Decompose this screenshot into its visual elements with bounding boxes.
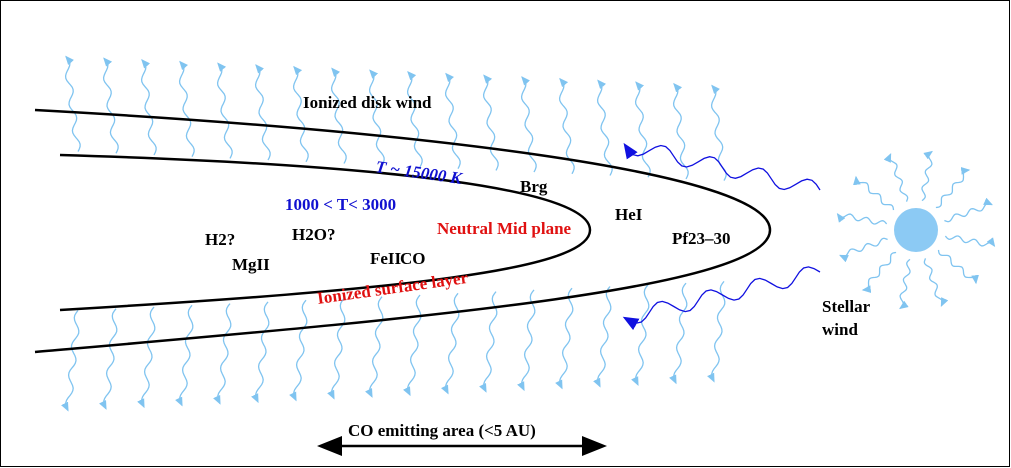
wind-arrow [944,197,993,223]
wind-arrow [836,213,888,225]
wind-arrow [178,60,195,157]
label: Neutral Mid plane [437,219,572,238]
wind-arrow [596,79,613,176]
label: CO [400,249,426,268]
label: FeII [370,249,402,268]
wind-arrow [710,84,727,181]
wind-arrow [861,251,897,293]
wind-arrow [140,59,157,156]
wind-arrow [368,69,385,166]
wind-arrow [406,71,423,168]
wind-arrow [593,286,612,388]
wind-arrow [137,306,156,409]
wind-arrow [365,296,384,398]
label: Brg [520,177,548,196]
wind-arrow [330,67,347,164]
wind-arrow [61,310,80,412]
label: H2? [205,230,235,249]
wind-arrow [441,292,460,395]
wind-arrow [251,301,270,404]
wind-arrow [216,62,233,159]
wind-arrow [517,289,536,392]
label: HeI [615,205,643,224]
wind-arrow [292,65,309,163]
label: CO emitting area (<5 AU) [348,421,536,440]
wind-arrow [921,150,933,202]
wind-arrow [175,304,194,407]
wind-arrow [923,258,949,307]
wind-arrow [555,287,574,390]
wind-arrow [403,294,422,397]
label: Ionized surface layer [316,268,470,308]
wind-arrow [558,77,575,175]
wind-arrow [839,237,888,263]
label: wind [822,320,858,339]
label: MgII [232,255,270,274]
wind-arrow [944,235,996,247]
label: T ~ 15000 K [374,157,464,188]
wind-arrow [289,299,308,402]
mid-plane-boundary [59,153,592,312]
label: H2O? [292,225,335,244]
wind-arrow [899,258,911,310]
wind-arrow [935,167,971,209]
wind-arrow [213,303,232,405]
wind-arrow [631,284,650,386]
disk-surface [34,108,772,354]
wind-arrow [623,142,821,191]
wind-arrow [622,266,821,331]
wind-arrow [102,57,119,154]
wind-arrow [634,81,651,178]
wind-arrow [853,175,895,211]
wind-arrow [99,308,118,410]
label: Stellar [822,297,871,316]
wind-arrow [254,64,271,161]
wind-arrow [520,76,537,173]
wind-arrow [672,82,689,180]
wind-arrow [327,298,346,400]
wind-arrow [64,55,81,152]
wind-arrow [482,74,499,171]
wind-arrow [444,72,461,169]
wind-arrow [669,282,688,385]
star [894,208,938,252]
wind-arrow [707,280,726,383]
wind-arrow [937,249,979,285]
wind-arrow [883,153,909,202]
label: Ionized disk wind [303,93,432,112]
label: 1000 < T< 3000 [285,195,396,214]
label: Pf23–30 [672,229,731,248]
